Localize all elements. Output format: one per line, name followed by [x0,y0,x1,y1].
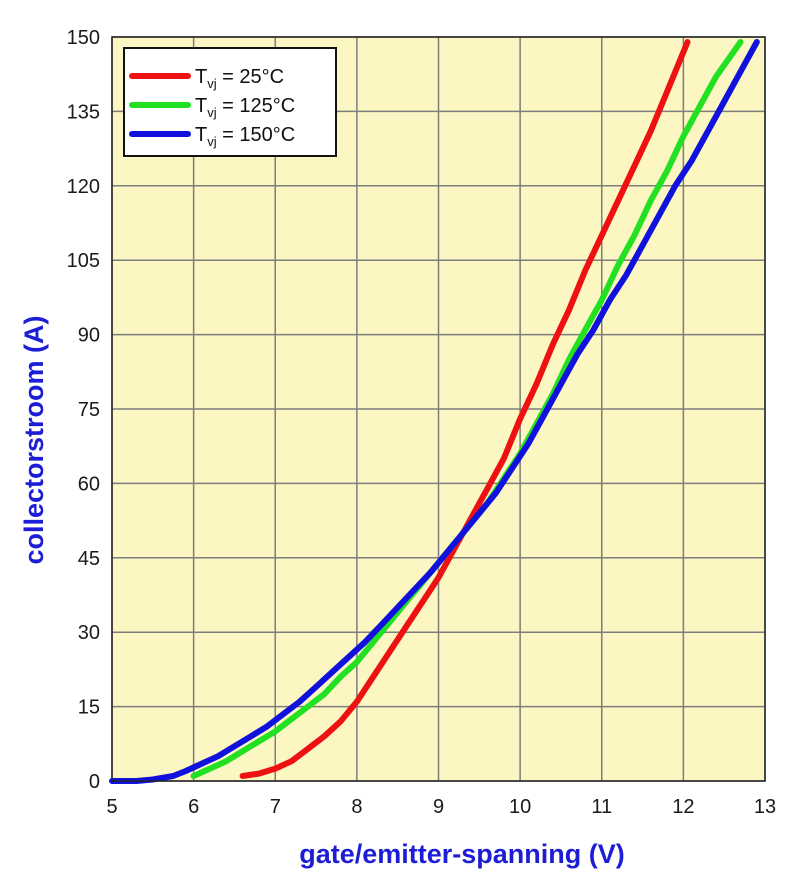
x-tick-label: 10 [509,796,531,818]
legend-box [123,47,337,157]
x-tick-label: 7 [270,796,281,818]
x-axis-title: gate/emitter-spanning (V) [299,839,625,869]
x-tick-label: 6 [188,796,199,818]
y-tick-label: 45 [78,548,100,570]
x-tick-label: 11 [591,796,612,818]
x-tick-label: 5 [106,796,117,818]
y-tick-labels: 0 15 30 45 60 75 90 105 120 135 150 [67,27,100,793]
x-tick-label: 9 [433,796,444,818]
y-tick-label: 150 [67,27,100,49]
y-tick-label: 75 [78,399,100,421]
y-tick-label: 90 [78,325,100,347]
y-tick-label: 60 [78,473,100,495]
x-tick-label: 12 [672,796,694,818]
y-tick-label: 0 [89,771,100,793]
x-tick-labels: 5 6 7 8 9 10 11 12 13 [106,796,776,818]
x-tick-label: 13 [754,796,776,818]
y-axis-title: collectorstroom (A) [19,315,49,564]
y-tick-label: 30 [78,622,100,644]
y-tick-label: 120 [67,176,100,198]
y-tick-label: 15 [78,697,100,719]
plot-frame [111,36,766,782]
series-layer [109,39,760,784]
legend: Tvj = 25°C Tvj = 125°C Tvj = 150°C [123,47,337,157]
legend-label: Tvj = 150°C [195,124,295,149]
series-line-3 [109,39,760,784]
legend-label: Tvj = 125°C [195,95,295,120]
y-tick-label: 105 [67,250,100,272]
legend-label: Tvj = 25°C [195,66,284,91]
y-tick-label: 135 [67,101,100,123]
x-tick-label: 8 [351,796,362,818]
